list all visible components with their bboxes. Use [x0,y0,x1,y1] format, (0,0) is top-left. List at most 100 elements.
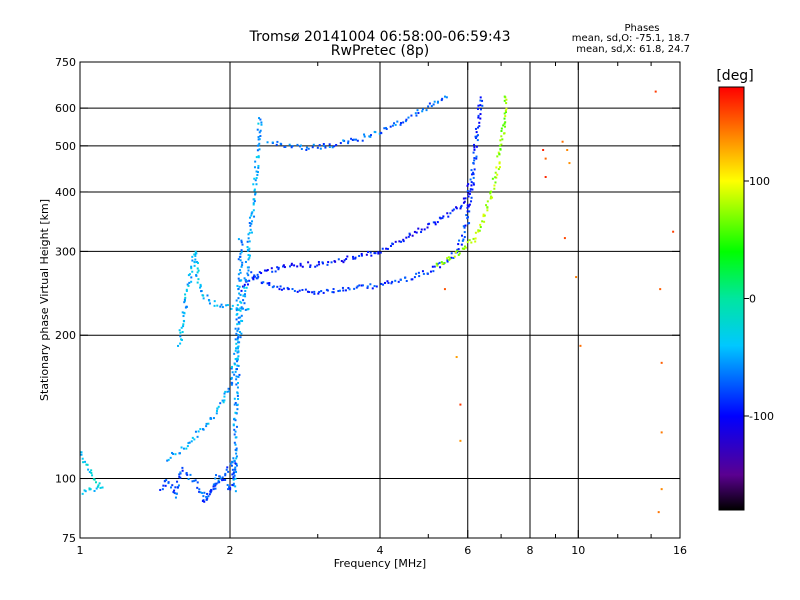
echo-point [240,241,243,244]
colorbar-title: [deg] [716,68,753,84]
echo-point [254,193,257,196]
echo-point [244,260,247,263]
echo-point [247,254,250,257]
echo-point [255,156,258,159]
echo-point [316,146,319,149]
echo-point [328,143,331,146]
echo-point [481,104,484,107]
echo-point [374,131,377,134]
echo-point [304,288,307,291]
echo-point [257,166,260,169]
echo-point [236,368,239,371]
echo-point [258,131,261,134]
echo-point [404,276,407,279]
echo-point [179,472,182,475]
echo-point [360,252,363,255]
echo-point [240,319,243,322]
echo-point [486,209,489,212]
echo-point [81,492,84,495]
echo-point [214,483,217,486]
echo-point [237,345,240,348]
echo-point [239,255,242,258]
echo-point [230,383,233,386]
echo-point [448,258,451,261]
echo-point [493,187,496,190]
echo-point [248,247,251,250]
echo-point [248,222,251,225]
echo-point [202,495,205,498]
echo-point [208,302,211,305]
echo-point [234,462,237,465]
echo-point [566,148,569,151]
echo-point [458,239,461,242]
echo-point [187,478,190,481]
echo-point [322,291,325,294]
echo-point [216,407,219,410]
echo-point [94,481,97,484]
echo-point [228,486,231,489]
echo-point [247,274,250,277]
echo-point [309,264,312,267]
echo-point [505,102,508,105]
echo-point [393,122,396,125]
echo-point [268,282,271,285]
echo-point [420,231,423,234]
echo-point [293,264,296,267]
echo-point [234,401,237,404]
echo-point [162,484,165,487]
echo-point [321,261,324,264]
x-tick-label: 8 [527,544,534,557]
echo-point [399,123,402,126]
echo-point [341,286,344,289]
echo-point [660,361,663,364]
echo-point [239,252,242,255]
echo-point [654,90,657,93]
echo-point [472,176,475,179]
echo-point [481,99,484,102]
echo-point [198,488,201,491]
echo-point [575,276,578,279]
echo-point [180,446,183,449]
echo-point [326,263,329,266]
y-tick-label: 75 [62,532,76,545]
echo-point [196,267,199,270]
echo-point [463,247,466,250]
echo-point [251,220,254,223]
echo-point [231,483,234,486]
echo-point [436,100,439,103]
echo-point [232,476,235,479]
x-tick-label: 2 [227,544,234,557]
echo-point [466,210,469,213]
echo-point [466,204,469,207]
echo-point [397,280,400,283]
echo-point [414,112,417,115]
echo-point [466,206,469,209]
echo-point [238,373,241,376]
echo-point [413,276,416,279]
echo-point [320,290,323,293]
echo-point [219,477,222,480]
echo-point [225,468,228,471]
echo-point [426,226,429,229]
echo-point [468,239,471,242]
echo-point [383,281,386,284]
echo-point [394,240,397,243]
echo-point [257,164,260,167]
echo-point [542,148,545,151]
echo-point [498,162,501,165]
echo-point [230,307,233,310]
echo-point [479,117,482,120]
echo-point [226,484,229,487]
echo-point [290,263,293,266]
echo-point [215,412,218,415]
echo-point [240,289,243,292]
echo-point [88,487,91,490]
echo-point [243,283,246,286]
echo-point [252,275,255,278]
echo-point [213,300,216,303]
x-tick-label: 10 [571,544,585,557]
echo-point [232,423,235,426]
echo-point [224,390,227,393]
echo-point [356,285,359,288]
echo-point [248,216,251,219]
